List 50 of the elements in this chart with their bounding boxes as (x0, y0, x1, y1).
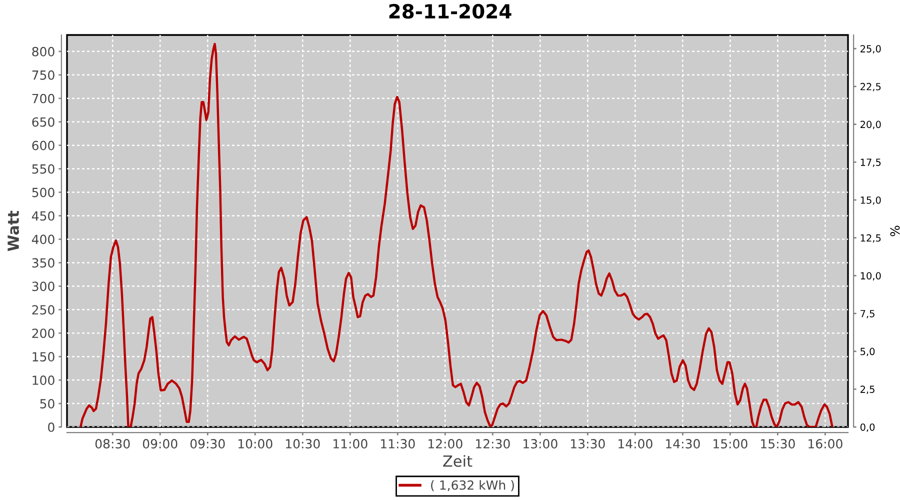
y-tick-label: 250 (32, 305, 54, 315)
y2-tick-label: 20,0 (860, 120, 881, 130)
y2-tick-label: 12,5 (860, 234, 881, 243)
y2-tick-label: 0,0 (860, 423, 875, 432)
x-tick-label: 10:00 (238, 439, 272, 448)
x-tick-label: 16:00 (808, 439, 842, 448)
y-tick-label: 550 (32, 164, 54, 174)
y2-tick-label: 22,5 (860, 82, 881, 92)
y2-tick-label: 7,5 (860, 310, 874, 318)
x-tick-label: 15:30 (761, 439, 795, 448)
y2-tick-label: 5,0 (860, 348, 875, 356)
x-axis-title: Zeit (443, 455, 472, 467)
y-tick-label: 800 (32, 46, 54, 56)
x-tick-label: 15:00 (714, 439, 748, 448)
y-tick-label: 0 (48, 422, 54, 432)
x-tick-label: 11:00 (334, 439, 368, 448)
y2-tick-label: 2,5 (860, 386, 874, 394)
y-tick-label: 50 (40, 399, 54, 408)
y-tick-label: 700 (32, 94, 54, 104)
y-tick-label: 150 (32, 352, 54, 362)
x-tick-label: 08:30 (95, 439, 130, 448)
x-tick-label: 10:30 (286, 439, 320, 448)
y-tick-label: 600 (32, 140, 54, 150)
line-series (79, 42, 834, 427)
legend-label: ( 1,632 kWh ) (431, 480, 514, 492)
x-tick-label: 12:00 (428, 439, 462, 448)
x-tick-label: 14:30 (666, 439, 700, 448)
y2-tick-label: 25,0 (860, 45, 881, 54)
y-tick-label: 350 (32, 258, 54, 268)
y-tick-label: 100 (32, 376, 54, 385)
x-tick-label: 13:30 (571, 439, 605, 448)
x-tick-label: 11:30 (381, 439, 415, 448)
y2-axis-title: % (890, 226, 900, 236)
y-tick-label: 650 (32, 117, 54, 127)
y2-tick-label: 15,0 (860, 196, 881, 205)
y-tick-label: 500 (32, 188, 54, 198)
y-tick-label: 200 (32, 328, 54, 338)
y-tick-label: 300 (32, 282, 54, 292)
y-tick-label: 750 (32, 70, 54, 80)
x-tick-label: 13:00 (524, 439, 558, 448)
x-tick-label: 09:00 (142, 439, 178, 448)
x-tick-label: 12:30 (476, 439, 510, 448)
chart-title: 28-11-2024 (389, 4, 512, 19)
x-tick-label: 09:30 (190, 439, 225, 448)
y-tick-label: 450 (32, 211, 54, 221)
y-tick-label: 400 (32, 234, 54, 244)
y-axis-title: Watt (8, 210, 20, 252)
y2-tick-label: 17,5 (860, 158, 881, 167)
x-tick-label: 14:00 (618, 439, 652, 448)
y2-tick-label: 10,0 (860, 272, 881, 280)
